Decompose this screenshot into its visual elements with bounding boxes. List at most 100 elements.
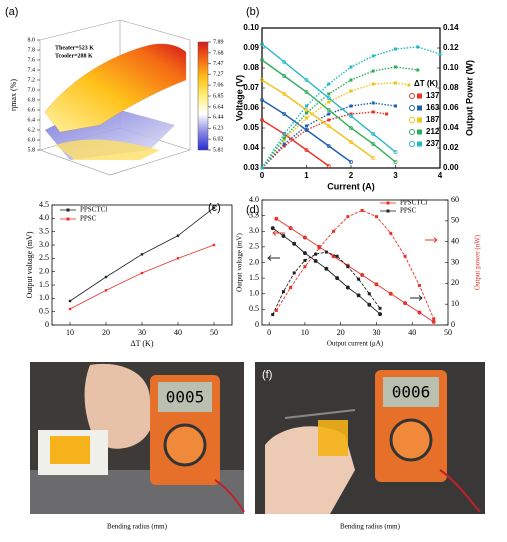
- point: [335, 276, 340, 281]
- point: [389, 231, 393, 235]
- arrow: [410, 295, 423, 301]
- y2-tick-label: 20: [451, 278, 459, 287]
- z-tick-label: 6.8: [28, 97, 36, 103]
- y-tick-label: 1.0: [39, 293, 49, 302]
- point: [349, 104, 353, 108]
- point: [140, 271, 144, 275]
- y-tick-label: 0.04: [243, 143, 259, 152]
- point: [349, 140, 353, 144]
- y2-tick-label: 60: [451, 195, 459, 204]
- y-tick-label: 4.0: [39, 213, 49, 222]
- point: [140, 253, 144, 256]
- panel-label: (a): [5, 6, 18, 18]
- meter-display: 0006: [392, 383, 431, 402]
- point: [416, 45, 420, 49]
- point: [303, 265, 307, 269]
- point: [378, 312, 382, 317]
- point: [289, 286, 293, 289]
- point: [327, 112, 331, 116]
- legend-label: PPSCTCl: [400, 199, 427, 207]
- point: [349, 114, 353, 118]
- arrow: [267, 255, 280, 261]
- x-tick-label: 40: [174, 328, 182, 337]
- y-tick-label: 1.5: [249, 273, 259, 282]
- legend-marker: [386, 201, 390, 205]
- y2-tick-label: 50: [451, 216, 459, 225]
- z-axis-label: ηmax (%): [9, 79, 18, 111]
- series-line: [261, 119, 330, 167]
- point: [349, 78, 353, 82]
- z-tick-label: 7.6: [28, 57, 36, 63]
- point: [371, 54, 375, 58]
- point: [360, 208, 364, 212]
- y-tick-label: 1.5: [39, 280, 49, 289]
- x-tick-label: 10: [301, 328, 309, 337]
- point: [282, 132, 287, 136]
- point: [327, 82, 331, 86]
- surface-projection: [55, 139, 160, 160]
- point: [304, 78, 309, 82]
- z-tick-label: 6.0: [28, 137, 36, 143]
- y-axis-label: Voltage (V): [234, 75, 244, 121]
- point: [304, 128, 309, 132]
- photo-e: [30, 362, 245, 514]
- y2-tick-label: 0.12: [443, 43, 459, 52]
- photo-caption: Bending radius (mm): [107, 523, 168, 531]
- y2-tick-label: 0.10: [443, 63, 459, 72]
- series-line: [276, 218, 434, 323]
- y-tick-label: 0.06: [243, 103, 259, 112]
- y-tick-label: 0.09: [243, 43, 259, 52]
- point: [371, 156, 376, 160]
- panel-label: (d): [246, 204, 259, 216]
- legend-label: PPSC: [80, 215, 97, 223]
- point: [176, 234, 180, 237]
- point: [332, 229, 336, 233]
- point: [282, 138, 286, 142]
- legend-title: ΔT (K): [414, 79, 438, 88]
- point: [260, 78, 264, 82]
- point: [346, 265, 350, 269]
- point: [394, 104, 397, 108]
- x-axis-label: Current (A): [327, 181, 375, 191]
- colorbar: [197, 41, 209, 151]
- x-tick-label: 0: [267, 328, 271, 337]
- point: [393, 150, 398, 154]
- y-tick-label: 3.5: [249, 210, 259, 219]
- point: [260, 58, 264, 62]
- legend-label: PPSCTCl: [80, 206, 107, 214]
- arrow: [425, 237, 438, 243]
- colorbar-tick-label: 6.23: [213, 126, 224, 132]
- point: [357, 277, 361, 281]
- z-tick-label: 7.2: [28, 77, 36, 83]
- y-tick-label: 2.5: [39, 253, 49, 262]
- point: [367, 292, 371, 296]
- legend-marker: [386, 209, 390, 213]
- annotation: Theater=523 K: [55, 45, 94, 51]
- point: [104, 289, 108, 292]
- series-line: [261, 99, 352, 163]
- series-line: [261, 79, 374, 159]
- point: [305, 116, 308, 120]
- point: [416, 68, 420, 72]
- y-tick-label: 2.0: [249, 257, 259, 266]
- y-tick-label: 0.03: [243, 163, 259, 172]
- x-tick-label: 20: [102, 328, 110, 337]
- point: [371, 82, 375, 86]
- point: [176, 257, 180, 260]
- legend-marker: [409, 93, 415, 99]
- point: [282, 142, 286, 146]
- x-tick-label: 0: [260, 171, 265, 180]
- point: [371, 101, 375, 105]
- point: [374, 215, 378, 219]
- point: [281, 233, 286, 238]
- legend-marker: [417, 105, 422, 111]
- z-tick-label: 6.2: [28, 127, 36, 133]
- z-tick-label: 7.0: [28, 87, 36, 93]
- point: [407, 83, 411, 87]
- legend-label: 187: [426, 115, 440, 124]
- point: [346, 215, 350, 219]
- point: [274, 216, 279, 221]
- y-tick-label: 0.07: [243, 83, 259, 92]
- y-tick-label: 2.0: [39, 266, 49, 275]
- legend-marker: [409, 129, 415, 135]
